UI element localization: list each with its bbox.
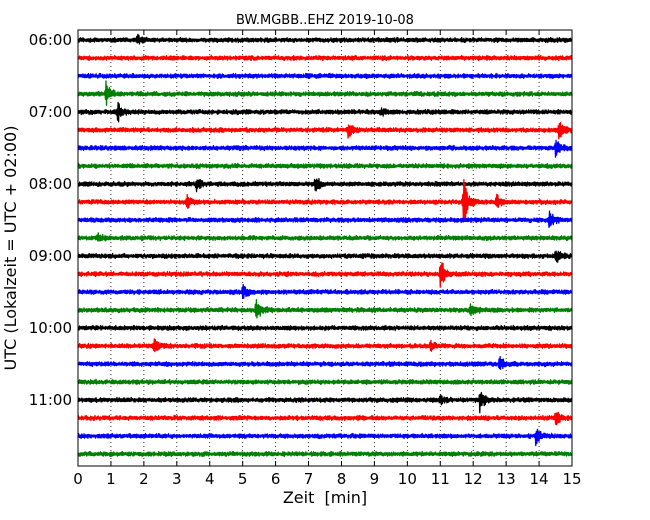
x-tick-label: 11	[431, 470, 450, 488]
trace-row-1145	[77, 450, 573, 458]
y-tick-label: 08:00	[29, 175, 72, 193]
x-axis-label: Zeit [min]	[283, 488, 367, 507]
trace-row-1115	[77, 411, 573, 426]
trace-row-1015	[77, 338, 573, 353]
trace-row-0915	[77, 262, 573, 288]
y-axis-label: UTC (Lokalzeit = UTC + 02:00)	[1, 126, 20, 371]
x-tick-label: 5	[238, 470, 248, 488]
trace-row-1000	[77, 324, 573, 332]
x-tick-label: 7	[304, 470, 314, 488]
trace-row-0745	[77, 162, 573, 170]
y-tick-label: 09:00	[29, 247, 72, 265]
trace-row-1100	[77, 391, 573, 414]
y-tick-label: 10:00	[29, 319, 72, 337]
x-tick-label: 13	[497, 470, 516, 488]
trace-row-0700	[77, 101, 573, 123]
seismogram-traces	[77, 33, 573, 458]
trace-row-0945	[77, 298, 573, 319]
trace-row-0900	[77, 250, 573, 263]
x-tick-label: 3	[172, 470, 182, 488]
vertical-gridlines	[110, 30, 540, 466]
trace-row-0600	[77, 33, 573, 45]
trace-row-1130	[77, 428, 573, 447]
x-tick-label: 6	[271, 470, 281, 488]
trace-row-0800	[77, 177, 573, 193]
y-axis-ticks: 06:00 07:00 08:00 09:00 10:00 11:00	[29, 31, 572, 409]
trace-row-0615	[77, 54, 573, 62]
x-tick-label: 8	[337, 470, 347, 488]
x-tick-label: 14	[530, 470, 549, 488]
x-tick-label: 12	[464, 470, 483, 488]
x-tick-label: 0	[73, 470, 83, 488]
x-axis-ticks: 0 1 2 3 4 5 6 7 8 9 10 11 12 13 14 15	[73, 30, 582, 488]
x-tick-label: 15	[562, 470, 581, 488]
chart-title: BW.MGBB..EHZ 2019-10-08	[236, 13, 414, 28]
y-tick-label: 11:00	[29, 391, 72, 409]
trace-row-0630	[77, 72, 573, 80]
x-tick-label: 1	[106, 470, 116, 488]
trace-row-1030	[77, 356, 573, 370]
trace-row-1045	[77, 378, 573, 386]
x-tick-label: 9	[370, 470, 380, 488]
trace-row-0730	[77, 139, 573, 158]
trace-row-0715	[77, 121, 573, 140]
x-tick-label: 4	[205, 470, 215, 488]
y-tick-label: 07:00	[29, 103, 72, 121]
trace-row-0645	[77, 80, 573, 107]
y-tick-label: 06:00	[29, 31, 72, 49]
trace-row-0830	[77, 210, 573, 228]
trace-row-0845	[77, 232, 573, 242]
x-tick-label: 2	[139, 470, 149, 488]
trace-row-0815	[77, 178, 573, 222]
trace-row-0930	[77, 284, 573, 300]
x-tick-label: 10	[398, 470, 417, 488]
plot-frame	[77, 29, 573, 467]
